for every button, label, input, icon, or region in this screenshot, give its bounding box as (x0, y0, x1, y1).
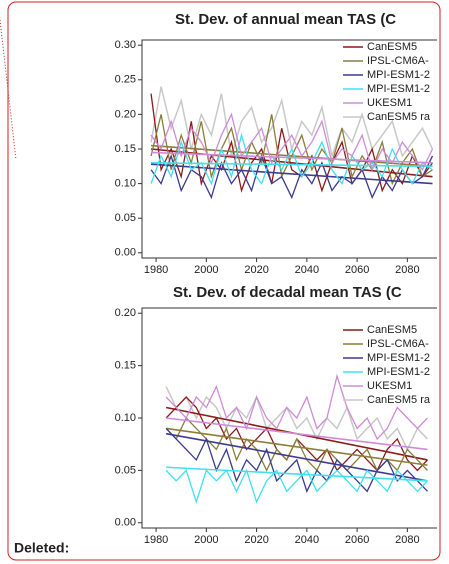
legend-label: MPI-ESM1-2 (367, 69, 430, 81)
y-tick-label: 0.15 (115, 143, 136, 155)
plot-area (165, 373, 429, 504)
series-line (165, 373, 428, 441)
trend-line (150, 144, 433, 168)
x-tick-label: 2060 (345, 534, 369, 546)
legend-label: MPI-ESM1-2 (367, 352, 430, 364)
chart-title: St. Dev. of annual mean TAS (C (175, 11, 396, 28)
x-tick-label: 2080 (395, 264, 419, 276)
legend-label: CanESM5 (367, 324, 417, 336)
connector (0, 19, 17, 161)
series-line (150, 132, 433, 186)
x-tick-label: 1980 (144, 264, 168, 276)
y-tick-label: 0.20 (115, 108, 136, 120)
trend-line (166, 427, 428, 466)
x-tick-label: 2040 (295, 264, 319, 276)
series-line (150, 112, 434, 172)
trend-line (165, 432, 428, 482)
balloon-border (7, 1, 441, 561)
y-tick-label: 0.00 (115, 517, 136, 529)
x-tick-label: 2020 (244, 264, 268, 276)
y-tick-label: 0.05 (115, 212, 136, 224)
legend-label: CanESM5 ra (367, 111, 431, 123)
y-tick-label: 0.25 (115, 74, 136, 86)
chart-title: St. Dev. of decadal mean TAS (C (173, 284, 402, 301)
y-tick-label: 0.30 (115, 39, 136, 51)
legend-label: CanESM5 (367, 41, 417, 53)
series-line (165, 468, 428, 504)
trend-line (151, 151, 433, 164)
series-line (165, 428, 428, 494)
comment-label: Deleted: (14, 540, 69, 556)
trend-line (151, 162, 433, 168)
legend-label: MPI-ESM1-2 (367, 83, 430, 95)
x-tick-label: 1980 (144, 534, 168, 546)
trend-line (166, 417, 428, 451)
trend-line (166, 466, 428, 482)
legend-label: IPSL-CM6A- (367, 338, 429, 350)
y-tick-label: 0.15 (115, 360, 136, 372)
y-tick-label: 0.00 (115, 247, 136, 259)
y-tick-label: 0.10 (115, 178, 136, 190)
legend-label: CanESM5 ra (367, 394, 431, 406)
legend-label: UKESM1 (367, 380, 412, 392)
x-tick-label: 2000 (194, 264, 218, 276)
legend-label: UKESM1 (367, 97, 412, 109)
x-tick-label: 2060 (345, 264, 369, 276)
x-tick-label: 2040 (295, 534, 319, 546)
series-line (150, 153, 434, 200)
y-tick-label: 0.10 (115, 412, 136, 424)
legend-label: IPSL-CM6A- (367, 55, 429, 67)
y-tick-label: 0.05 (115, 464, 136, 476)
x-tick-label: 2000 (194, 534, 218, 546)
y-tick-label: 0.20 (115, 307, 136, 319)
x-tick-label: 2020 (244, 534, 268, 546)
legend-label: MPI-ESM1-2 (367, 366, 430, 378)
x-tick-label: 2080 (395, 534, 419, 546)
plot-area (150, 86, 434, 200)
trend-line (150, 163, 433, 185)
